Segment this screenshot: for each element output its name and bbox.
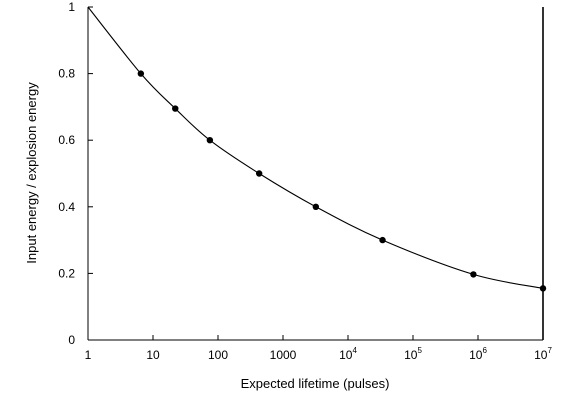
x-tick-label: 104 [339,346,357,362]
y-tick-label: 1 [68,0,75,14]
y-axis-ticks: 0 0.2 0.4 0.6 0.8 1 [58,0,93,347]
x-tick-exponent: 6 [482,346,487,355]
y-axis-title: Input energy / explosion energy [24,82,39,264]
x-tick-label: 100 [208,348,228,362]
y-tick-label: 0 [68,333,75,347]
x-tick-label: 10 [146,348,160,362]
x-tick-label: 106 [469,346,487,362]
y-tick-label: 0.4 [58,200,75,214]
x-tick-exponent: 4 [352,346,357,355]
x-axis-title: Expected lifetime (pulses) [241,376,390,391]
y-tick-label: 0.6 [58,133,75,147]
x-tick-label: 1000 [270,348,297,362]
y-tick-label: 0.2 [58,266,75,280]
x-tick-exponent: 5 [417,346,422,355]
x-tick-exponent: 7 [547,346,552,355]
x-axis-ticks: 1 10 100 1000 104 105 106 107 [85,335,552,362]
y-tick-label: 0.8 [58,67,75,81]
plot-area [87,7,544,341]
x-tick-label: 105 [404,346,422,362]
series-layer [87,6,547,292]
fit-curve [87,6,544,289]
x-tick-label: 1 [85,348,92,362]
x-tick-label: 107 [534,346,552,362]
